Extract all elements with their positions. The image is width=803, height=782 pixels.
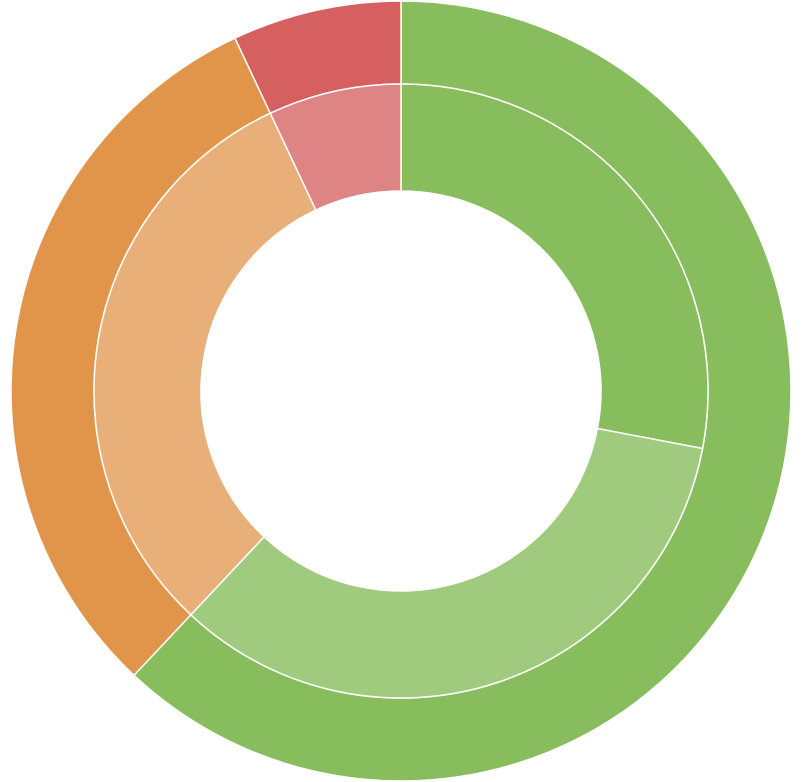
doughnut-slice: [400, 83, 709, 450]
doughnut-slice: [189, 427, 704, 699]
doughnut-slice: [269, 83, 402, 212]
doughnut-slice: [93, 112, 317, 616]
